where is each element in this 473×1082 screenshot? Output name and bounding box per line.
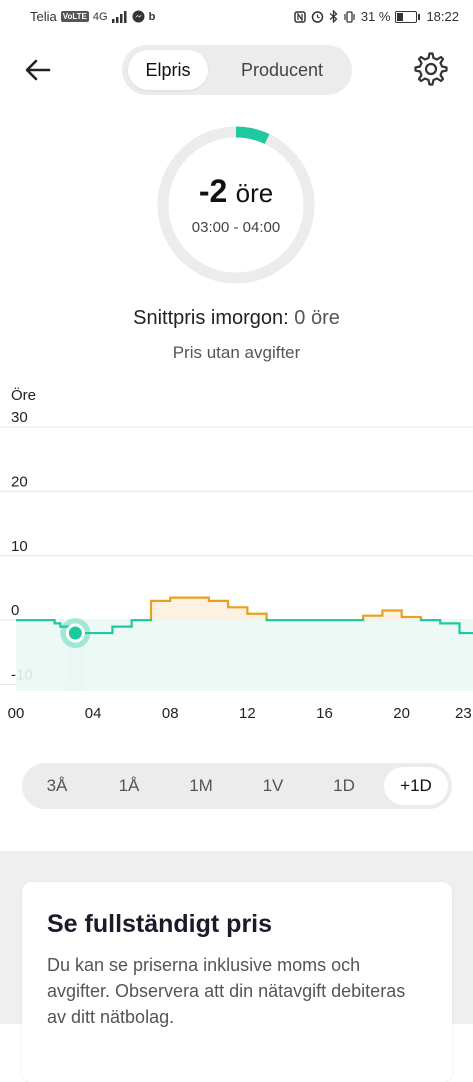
card-title: Se fullständigt pris bbox=[47, 910, 273, 938]
average-price: Snittpris imorgon: 0 öre bbox=[0, 307, 473, 330]
y-tick-label: 10 bbox=[11, 538, 28, 555]
x-tick-label: 20 bbox=[393, 705, 410, 722]
x-tick-label: 12 bbox=[239, 705, 256, 722]
battery-percent: 31 % bbox=[360, 9, 391, 24]
app-b-icon: b bbox=[148, 10, 156, 23]
bottom-section: Se fullständigt pris Du kan se priserna … bbox=[0, 851, 473, 1082]
x-tick-label: 23 bbox=[455, 705, 472, 722]
network-type: 4G bbox=[92, 10, 108, 23]
y-tick-label: 20 bbox=[11, 473, 28, 490]
signal-icon bbox=[111, 10, 127, 23]
mode-toggle: Elpris Producent bbox=[122, 45, 352, 95]
price-line-positive bbox=[16, 596, 442, 621]
tab-producent[interactable]: Producent bbox=[240, 60, 324, 80]
range-3y[interactable]: 3Å bbox=[46, 776, 68, 795]
x-tick-label: 16 bbox=[316, 705, 333, 722]
nfc-icon bbox=[294, 10, 306, 23]
x-tick-label: 04 bbox=[85, 705, 102, 722]
price-subtitle: Pris utan avgifter bbox=[172, 343, 301, 362]
range-plus-1d[interactable]: +1D bbox=[384, 767, 448, 805]
current-time-range: 03:00 - 04:00 bbox=[191, 219, 281, 236]
x-tick-label: 08 bbox=[162, 705, 179, 722]
range-1d[interactable]: 1D bbox=[333, 776, 355, 795]
price-gauge bbox=[157, 126, 315, 284]
range-1m[interactable]: 1M bbox=[189, 776, 213, 795]
gauge-arc bbox=[235, 126, 270, 145]
volte-badge: VoLTE bbox=[60, 11, 89, 22]
back-button[interactable] bbox=[20, 52, 56, 88]
range-1w[interactable]: 1V bbox=[262, 776, 284, 795]
bluetooth-icon bbox=[329, 10, 338, 23]
battery-icon bbox=[395, 10, 421, 23]
y-tick-label: 30 bbox=[11, 409, 28, 426]
status-bar: Telia VoLTE 4G b 31 % 18:22 bbox=[0, 0, 473, 34]
card-text: Du kan se priserna inklusive moms och av… bbox=[47, 955, 406, 1027]
current-price: -2 öre bbox=[156, 173, 316, 210]
selected-point bbox=[65, 623, 85, 643]
settings-button[interactable] bbox=[412, 50, 450, 88]
carrier-name: Telia bbox=[30, 9, 57, 24]
positive-area-fill bbox=[150, 597, 421, 621]
current-price-value: -2 bbox=[198, 173, 228, 209]
messenger-icon bbox=[132, 10, 145, 23]
tab-elpris[interactable]: Elpris bbox=[128, 50, 208, 90]
range-selector: 3Å 1Å 1M 1V 1D +1D bbox=[22, 763, 452, 809]
average-price-value: 0 öre bbox=[294, 307, 340, 329]
vibrate-icon bbox=[344, 10, 355, 23]
clock: 18:22 bbox=[426, 9, 459, 24]
y-tick-label: 0 bbox=[11, 602, 19, 619]
y-axis-label: Öre bbox=[11, 386, 36, 404]
x-tick-label: 00 bbox=[8, 705, 25, 722]
full-price-card[interactable]: Se fullständigt pris Du kan se priserna … bbox=[22, 882, 452, 1082]
range-1y[interactable]: 1Å bbox=[118, 776, 140, 795]
average-price-label: Snittpris imorgon: bbox=[133, 307, 289, 329]
arrow-left-icon bbox=[25, 59, 51, 81]
alarm-icon bbox=[311, 11, 324, 23]
gear-icon bbox=[414, 52, 448, 86]
current-price-unit: öre bbox=[235, 178, 274, 208]
